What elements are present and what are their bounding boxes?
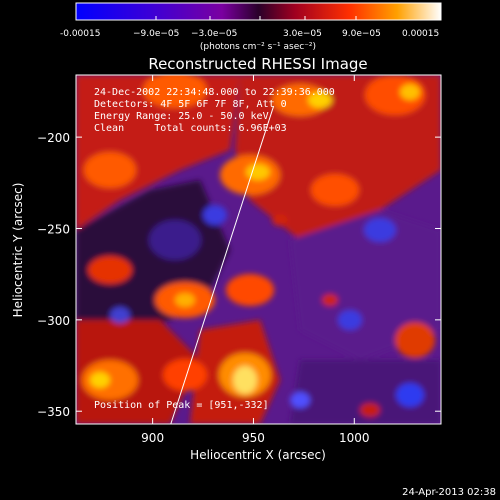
colorbar-tick-label: -0.00015	[60, 29, 100, 39]
colorbar-ticks	[155, 16, 357, 20]
colorbar-tick-label: −9.0e−05	[133, 29, 179, 39]
peak-position-label: Position of Peak = [951,-332]	[94, 400, 269, 411]
footer-date: 24-Apr-2013 02:38	[402, 487, 496, 498]
colorbar-tick-label: 9.0e−05	[342, 29, 381, 39]
colorbar-tick-label: 3.0e−05	[283, 29, 322, 39]
plot-frame	[75, 74, 442, 425]
x-tick-label: 900	[141, 431, 164, 445]
y-tick-label: −200	[37, 131, 70, 145]
annotation-energy-range: Energy Range: 25.0 - 50.0 keV	[94, 111, 269, 122]
x-tick-label: 1000	[339, 431, 370, 445]
solar-limb-line	[170, 105, 275, 425]
chart-title: Reconstructed RHESSI Image	[148, 55, 367, 73]
colorbar	[75, 2, 442, 21]
y-axis-label: Heliocentric Y (arcsec)	[11, 183, 25, 318]
y-tick-label: −300	[37, 314, 70, 328]
heatmap-image	[76, 75, 441, 424]
annotation-time-range: 24-Dec-2002 22:34:48.000 to 22:39:36.000	[94, 87, 335, 98]
y-tick-label: −350	[37, 405, 70, 419]
annotation-detectors: Detectors: 4F 5F 6F 7F 8F, Att 0	[94, 99, 287, 110]
x-axis-label: Heliocentric X (arcsec)	[190, 448, 326, 462]
colorbar-tick-label: 0.00015	[402, 29, 439, 39]
y-tick-label: −250	[37, 222, 70, 236]
x-tick-label: 950	[242, 431, 265, 445]
colorbar-tick-label: −3.0e−05	[191, 29, 237, 39]
annotation-clean-counts: Clean Total counts: 6.96E+03	[94, 123, 287, 134]
colorbar-unit-label: (photons cm⁻² s⁻¹ asec⁻²)	[200, 42, 316, 52]
